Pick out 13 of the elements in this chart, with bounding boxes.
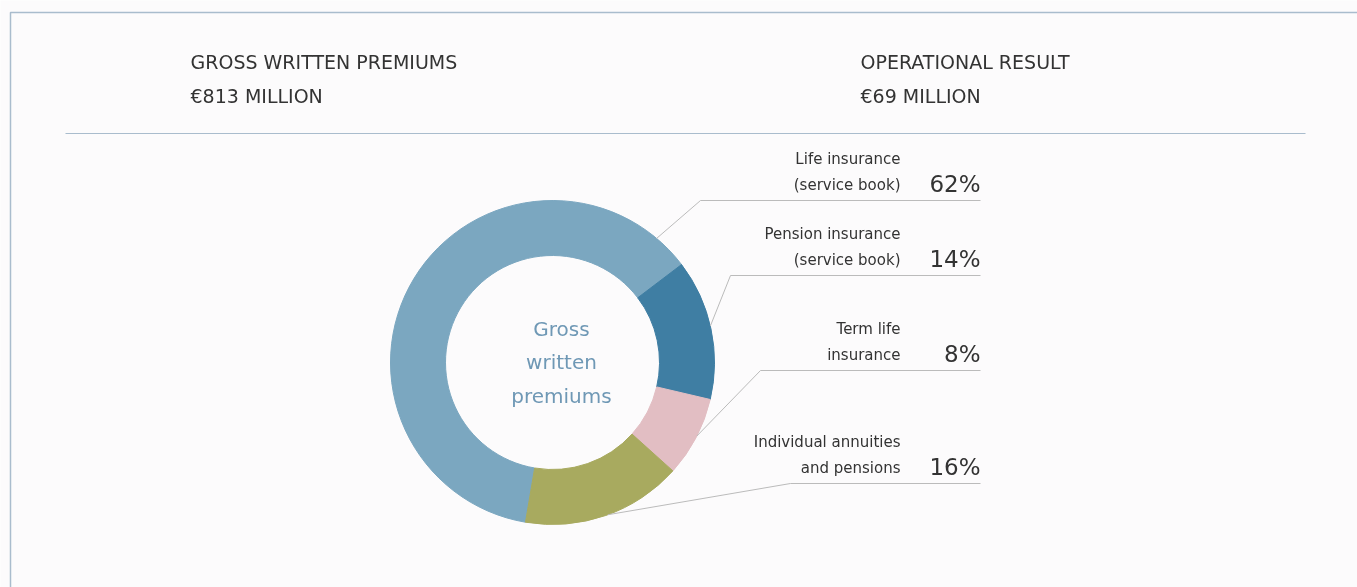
data-label: 16% [929, 453, 981, 480]
text: €69 MILLION [860, 84, 981, 107]
text: OPERATIONAL RESULT [860, 50, 1071, 73]
data-label: 8% [944, 340, 981, 367]
chart-title: GROSS WRITTEN PREMIUMS [190, 50, 458, 73]
slice-label: Individual annuities and pensions [753, 433, 901, 478]
data-label: 14% [929, 245, 981, 272]
data-label: 62% [929, 170, 981, 197]
slice-label: Term life insurance [827, 320, 901, 365]
chart-subtitle: €813 MILLION [190, 84, 323, 107]
slice-label: Pension insurance (service book) [764, 225, 901, 270]
slice-label: Life insurance (service book) [793, 150, 901, 195]
text: Gross written premiums [511, 316, 612, 409]
